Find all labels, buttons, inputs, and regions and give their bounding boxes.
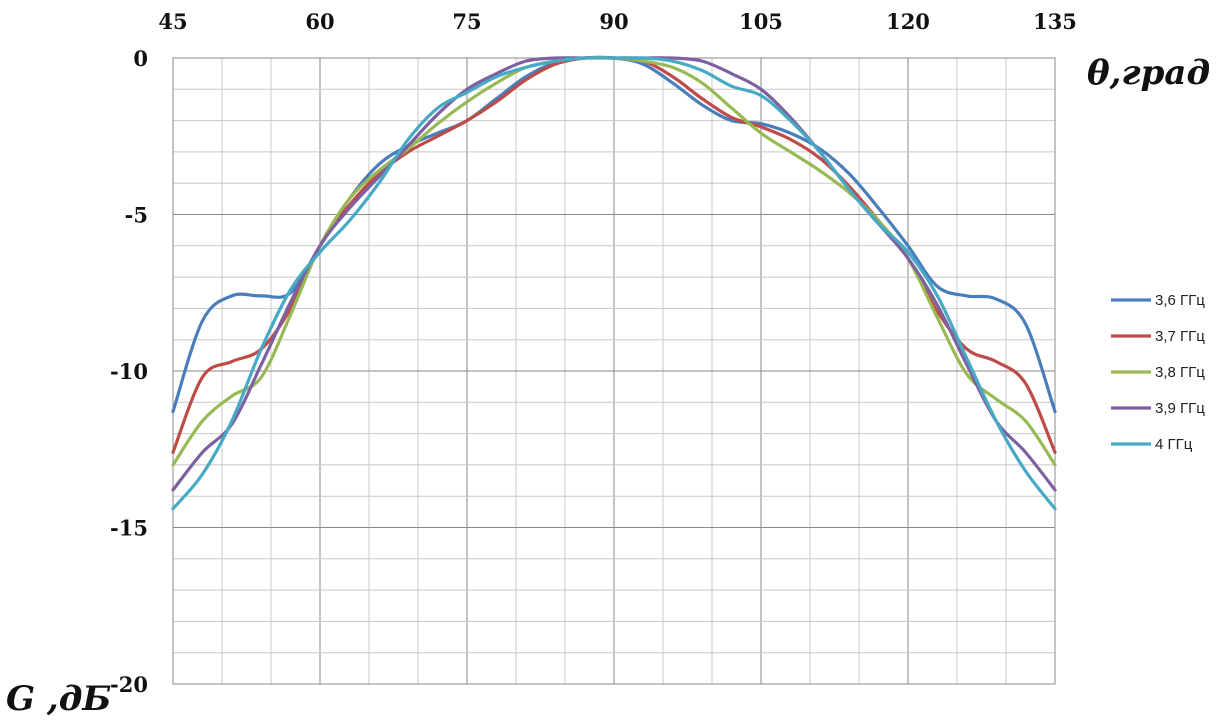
- x-axis-title: θ,град: [1087, 53, 1210, 93]
- series-line: [171, 56, 1057, 511]
- legend: 3,6 ГГц 3,7 ГГц 3,8 ГГц 3,9 ГГц 4 ГГц: [1111, 292, 1205, 453]
- series-lines: [171, 55, 1057, 511]
- x-tick-label: 45: [158, 9, 187, 34]
- x-tick-label: 135: [1033, 9, 1077, 34]
- legend-label: 4 ГГц: [1155, 436, 1193, 453]
- y-tick-label: -15: [110, 516, 148, 541]
- x-tick-label: 90: [599, 9, 628, 34]
- x-tick-label: 75: [452, 9, 481, 34]
- x-tick-label: 105: [739, 9, 783, 34]
- x-tick-labels: 45 60 75 90 105 120 135: [158, 9, 1077, 34]
- y-tick-label: 0: [133, 46, 148, 71]
- y-axis-title: G ,дБ: [6, 679, 111, 719]
- legend-label: 3,8 ГГц: [1155, 364, 1205, 381]
- legend-label: 3,7 ГГц: [1155, 328, 1205, 345]
- grid: [172, 57, 1056, 685]
- legend-label: 3,9 ГГц: [1155, 400, 1205, 417]
- legend-label: 3,6 ГГц: [1155, 292, 1205, 309]
- y-tick-label: -20: [110, 672, 148, 697]
- y-tick-labels: 0 -5 -10 -15 -20: [110, 46, 148, 697]
- x-tick-label: 120: [886, 9, 930, 34]
- x-tick-label: 60: [305, 9, 334, 34]
- y-tick-label: -10: [110, 359, 148, 384]
- y-tick-label: -5: [125, 203, 148, 228]
